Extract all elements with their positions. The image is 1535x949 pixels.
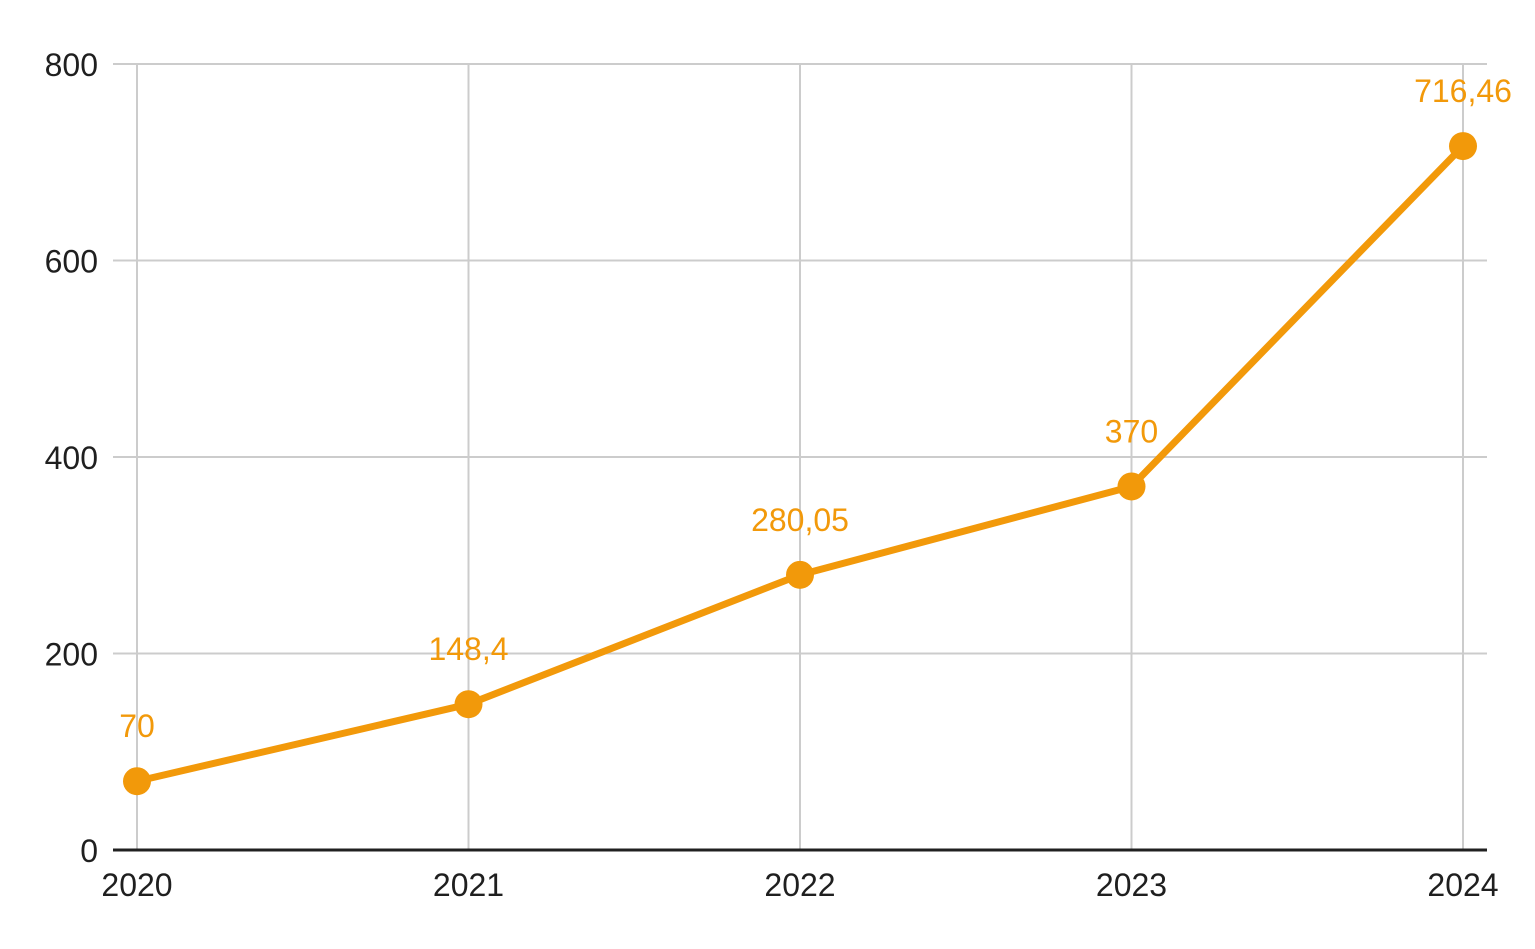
point-value-label: 370 [1105,413,1158,449]
point-value-label: 148,4 [428,631,508,667]
x-tick-label: 2020 [101,867,172,903]
data-point [1449,132,1477,161]
y-tick-label: 600 [45,244,98,280]
x-tick-label: 2024 [1427,867,1498,903]
data-point [454,690,483,719]
x-tick-label: 2023 [1096,867,1167,903]
y-tick-label: 200 [45,637,98,673]
data-point [786,560,814,589]
y-tick-label: 800 [45,47,98,83]
x-tick-label: 2022 [764,867,835,903]
y-tick-label: 0 [80,833,98,869]
point-value-label: 70 [119,708,155,744]
x-tick-label: 2021 [433,867,504,903]
point-value-label: 716,46 [1414,73,1512,109]
data-point [123,767,151,796]
y-tick-label: 400 [45,440,98,476]
point-value-label: 280,05 [751,502,849,538]
data-point [1117,472,1146,501]
